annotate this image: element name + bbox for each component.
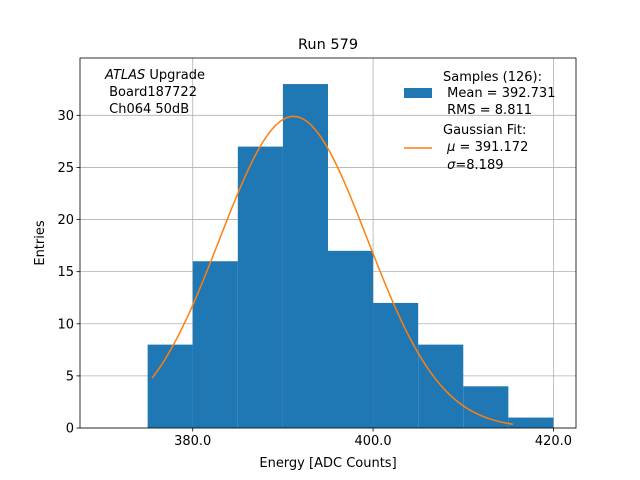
legend-samples-swatch	[404, 88, 432, 98]
y-tick-label: 25	[57, 161, 74, 176]
legend-samples-title: Samples (126):	[443, 70, 542, 85]
y-tick-label: 20	[57, 213, 74, 228]
histogram-bar	[192, 261, 238, 428]
y-tick-label: 15	[57, 265, 74, 280]
upgrade-label: Upgrade	[145, 68, 205, 83]
chart-title: Run 579	[298, 37, 358, 53]
legend: Samples (126): Mean = 392.731 RMS = 8.81…	[404, 70, 555, 173]
gaussian-fit-curve	[151, 115, 513, 425]
legend-fit-title: Gaussian Fit:	[443, 123, 526, 138]
legend-samples-rms: RMS = 8.811	[443, 103, 532, 118]
x-tick-label: 400.0	[354, 434, 391, 449]
histogram-bar	[237, 146, 283, 428]
histogram-bar	[508, 417, 554, 428]
legend-fit-sigma: =8.189	[455, 158, 503, 173]
x-axis-label: Energy [ADC Counts]	[259, 456, 396, 471]
atlas-annotation: ATLAS Upgrade Board187722 Ch064 50dB	[104, 68, 205, 117]
svg-text:ATLAS Upgrade: ATLAS Upgrade	[104, 68, 205, 83]
histogram-bars	[147, 84, 554, 428]
channel-label: Ch064 50dB	[105, 102, 189, 117]
legend-fit-mu: = 391.172	[455, 140, 528, 155]
board-label: Board187722	[105, 85, 197, 100]
x-tick-label: 380.0	[174, 434, 211, 449]
svg-text:μ = 391.172: μ = 391.172	[443, 140, 528, 155]
svg-text:σ=8.189: σ=8.189	[443, 158, 504, 173]
y-tick-label: 10	[57, 317, 74, 332]
y-axis-label: Entries	[33, 220, 48, 266]
mu-symbol: μ	[446, 140, 455, 155]
y-tick-label: 30	[57, 109, 74, 124]
legend-samples-mean: Mean = 392.731	[443, 86, 555, 101]
plot-frame	[79, 57, 577, 429]
y-tick-label: 0	[66, 422, 74, 437]
histogram-bar	[282, 84, 328, 428]
histogram-bar	[373, 302, 419, 428]
x-tick-label: 420.0	[535, 434, 572, 449]
axis-ticks: 380.0 400.0 420.0 0 5 10 15 20 25 30	[57, 109, 572, 449]
atlas-label: ATLAS	[104, 68, 145, 83]
sigma-symbol: σ	[447, 158, 456, 173]
histogram-bar	[147, 344, 193, 428]
histogram-bar	[463, 386, 509, 428]
histogram-bar	[328, 250, 374, 428]
y-tick-label: 5	[66, 369, 74, 384]
